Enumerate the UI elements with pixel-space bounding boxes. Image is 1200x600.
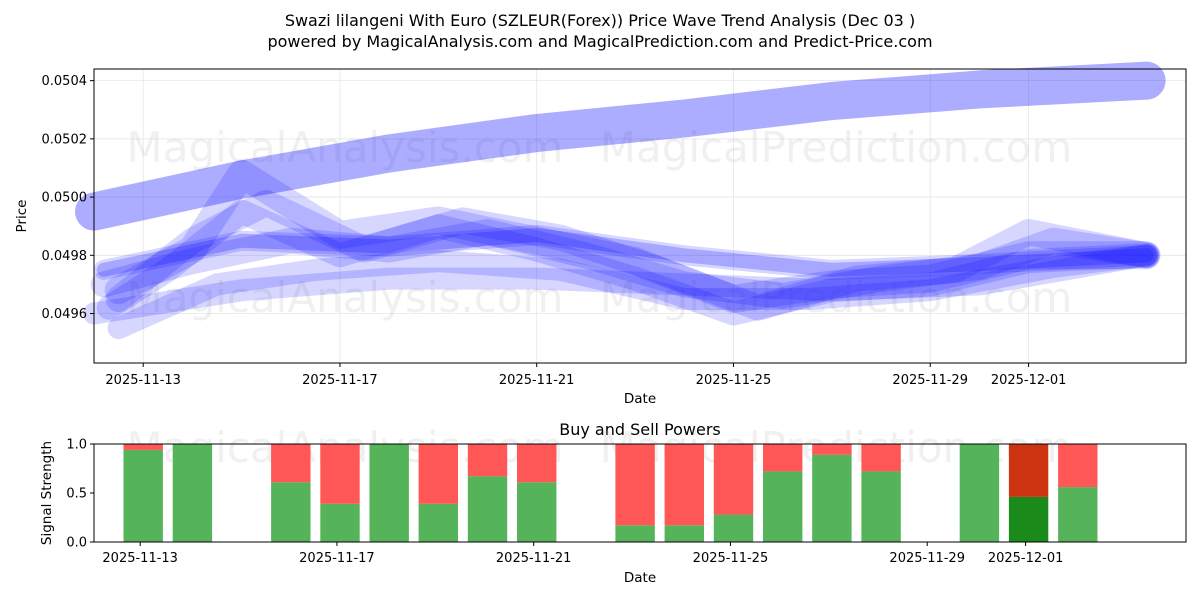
bottom-x-tick-label: 2025-12-01 <box>988 551 1064 566</box>
sell-bar <box>418 444 458 504</box>
sell-bar <box>861 444 901 472</box>
sell-bar <box>320 444 360 504</box>
buy-bar <box>418 503 458 542</box>
top-x-tick-label: 2025-12-01 <box>991 373 1067 388</box>
sell-bar <box>713 444 754 515</box>
buy-bar <box>369 444 409 542</box>
bottom-title: Buy and Sell Powers <box>559 420 721 439</box>
sell-bar <box>1058 444 1098 488</box>
bottom-x-tick-label: 2025-11-29 <box>889 551 965 566</box>
bottom-x-tick-label: 2025-11-17 <box>299 551 375 566</box>
chart-subtitle: powered by MagicalAnalysis.com and Magic… <box>267 32 932 51</box>
top-watermarks: MagicalAnalysis.com MagicalPrediction.co… <box>127 123 1073 322</box>
buy-bar <box>763 471 803 542</box>
bottom-y-tick-label: 0.5 <box>66 487 87 502</box>
chart-title: Swazi lilangeni With Euro (SZLEUR(Forex)… <box>285 11 915 30</box>
buy-bar <box>713 514 754 542</box>
top-x-axis-label: Date <box>624 391 656 407</box>
top-x-ticks: 2025-11-13 2025-11-17 2025-11-21 2025-11-25… <box>105 363 1066 388</box>
watermark-2: MagicalPrediction.com <box>600 123 1073 172</box>
top-x-tick-label: 2025-11-13 <box>105 373 181 388</box>
top-y-tick-label: 0.0504 <box>42 74 88 89</box>
buy-bar <box>123 449 163 542</box>
buy-bar <box>959 444 1000 542</box>
bottom-watermarks: MagicalAnalysis.com MagicalPrediction.co… <box>127 423 1073 472</box>
top-x-tick-label: 2025-11-25 <box>696 373 772 388</box>
top-gridlines <box>94 69 1186 363</box>
bottom-x-tick-label: 2025-11-13 <box>102 551 178 566</box>
wave-band-lower-wave <box>83 244 1158 325</box>
bottom-y-tick-label: 1.0 <box>66 438 87 453</box>
bottom-y-tick-label: 0.0 <box>66 536 87 551</box>
top-x-tick-label: 2025-11-21 <box>499 373 575 388</box>
wave-band-wave-5 <box>107 244 1158 340</box>
bottom-x-axis-label: Date <box>624 570 656 586</box>
sell-bar <box>271 444 311 483</box>
bottom-x-tick-label: 2025-11-25 <box>693 551 769 566</box>
top-plot-frame <box>93 68 1187 364</box>
buy-bar <box>1058 487 1098 542</box>
wave-band-wave-1 <box>104 159 1161 313</box>
wave-band-wave-3 <box>90 219 1160 309</box>
wave-bands <box>75 61 1166 340</box>
bottom-x-ticks: 2025-11-13 2025-11-17 2025-11-21 2025-11-25… <box>102 542 1063 566</box>
wave-band-wave-6 <box>105 189 1160 321</box>
buy-bar <box>615 525 655 542</box>
wave-band-wave-2 <box>96 199 1159 326</box>
top-x-tick-label: 2025-11-17 <box>302 373 378 388</box>
sell-bar <box>615 444 655 526</box>
wave-band-core <box>96 227 1154 277</box>
sell-bar <box>812 444 852 455</box>
sell-bar <box>467 444 508 477</box>
buy-bar <box>812 454 852 542</box>
sell-bar <box>123 444 163 450</box>
sell-bar <box>763 444 803 472</box>
buy-bar <box>861 471 901 542</box>
top-y-tick-label: 0.0498 <box>42 249 88 264</box>
top-y-tick-label: 0.0502 <box>42 132 88 147</box>
buy-bar <box>172 444 213 542</box>
wave-band-wave-4 <box>93 224 1157 280</box>
buy-bar <box>1008 496 1049 542</box>
buy-sell-panel: Buy and Sell Powers MagicalAnalysis.com … <box>39 420 1187 586</box>
top-y-axis-label: Price <box>14 200 30 233</box>
top-x-tick-label: 2025-11-29 <box>892 373 968 388</box>
watermark-3: MagicalAnalysis.com <box>127 273 564 322</box>
watermark-4: MagicalPrediction.com <box>600 273 1073 322</box>
signal-bars <box>123 444 1098 542</box>
buy-bar <box>320 503 360 542</box>
wave-band-upper-wave <box>75 61 1166 231</box>
sell-bar <box>517 444 557 483</box>
top-y-tick-label: 0.0500 <box>42 191 88 206</box>
top-y-tick-label: 0.0496 <box>42 307 88 322</box>
bottom-x-tick-label: 2025-11-21 <box>496 551 572 566</box>
buy-bar <box>664 525 704 542</box>
watermark-1: MagicalAnalysis.com <box>127 123 564 172</box>
top-y-ticks: 0.0496 0.0498 0.0500 0.0502 0.0504 <box>42 74 94 322</box>
buy-bar <box>517 482 557 542</box>
bottom-y-axis-label: Signal Strength <box>39 441 55 545</box>
buy-bar <box>271 482 311 542</box>
bottom-y-ticks: 0.0 0.5 1.0 <box>66 438 94 551</box>
buy-bar <box>467 476 508 542</box>
price-wave-panel: MagicalAnalysis.com MagicalPrediction.co… <box>14 61 1187 407</box>
sell-bar <box>1008 444 1049 497</box>
sell-bar <box>664 444 704 526</box>
